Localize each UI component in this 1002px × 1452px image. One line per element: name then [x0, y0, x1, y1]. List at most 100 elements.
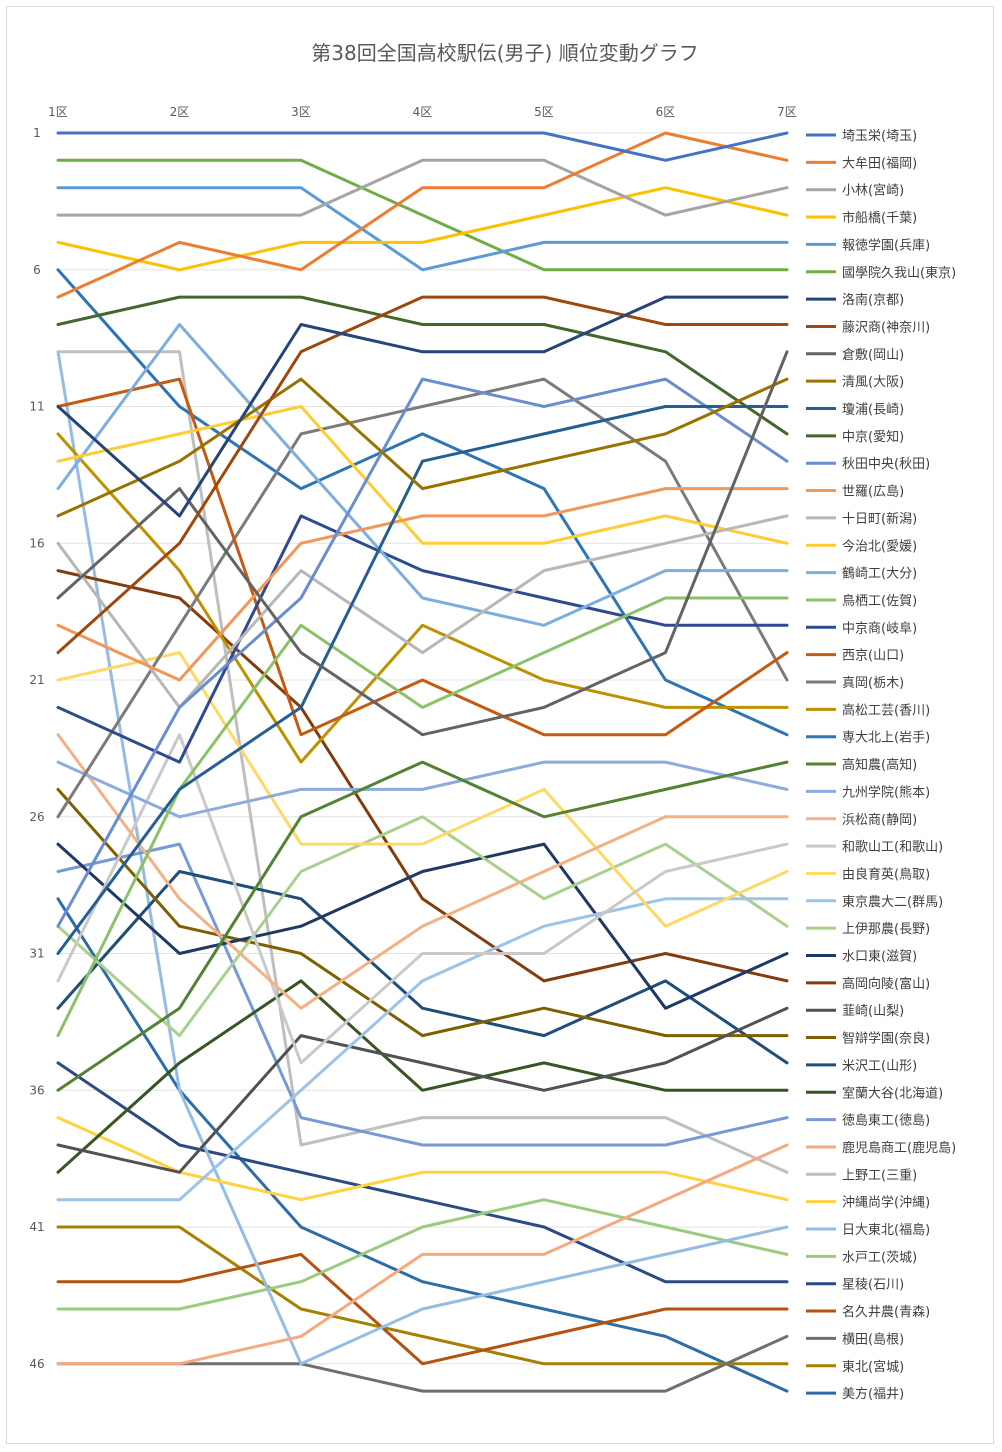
- legend-label: 智辯学園(奈良): [842, 1031, 930, 1047]
- x-tick-label: 2区: [170, 105, 190, 119]
- series-line: [56, 295, 789, 436]
- legend-label: 鶴崎工(大分): [842, 566, 917, 582]
- legend-label: 韮崎(山梨): [842, 1004, 904, 1019]
- series-line: [56, 487, 789, 682]
- legend: 埼玉栄(埼玉) 大牟田(福岡) 小林(宮崎) 市船橋(千葉) 報徳学園(兵庫) 國學院久我…: [806, 129, 956, 1402]
- series-line: [56, 514, 789, 764]
- series-line: [56, 1225, 789, 1366]
- legend-label: 横田(島根): [842, 1332, 904, 1347]
- x-tick-label: 6区: [656, 105, 676, 119]
- legend-label: 報徳学園(兵庫): [842, 237, 930, 253]
- legend-label: 世羅(広島): [842, 485, 904, 500]
- series-lines: [56, 131, 789, 1393]
- series-line: [56, 377, 789, 819]
- y-tick-label: 46: [29, 1357, 44, 1371]
- legend-label: 美方(福井): [842, 1386, 904, 1402]
- legend-label: 小林(宮崎): [842, 183, 904, 199]
- series-line: [56, 350, 789, 737]
- series-line: [56, 432, 789, 764]
- legend-label: 中京商(岐阜): [842, 620, 917, 636]
- legend-label: 真岡(栃木): [842, 676, 904, 691]
- series-line: [56, 815, 789, 1038]
- series-line: [56, 377, 789, 928]
- series-line: [56, 870, 789, 1065]
- series-line: [56, 158, 789, 217]
- legend-label: 上伊那農(長野): [842, 922, 930, 937]
- legend-label: 日大東北(福島): [842, 1222, 930, 1238]
- series-line: [56, 405, 789, 955]
- legend-label: 藤沢商(神奈川): [842, 320, 930, 335]
- series-line: [56, 131, 789, 162]
- x-tick-label: 5区: [534, 105, 554, 119]
- legend-label: 鹿児島商工(鹿児島): [842, 1140, 956, 1156]
- legend-label: 十日町(新潟): [842, 511, 917, 527]
- series-line: [56, 1198, 789, 1311]
- legend-label: 瓊浦(長崎): [842, 403, 904, 418]
- x-tick-label: 4区: [413, 105, 433, 119]
- y-tick-label: 26: [29, 810, 44, 824]
- gridlines: [58, 132, 783, 1365]
- legend-label: 九州学院(熊本): [842, 784, 930, 800]
- legend-label: 専大北上(岩手): [842, 731, 930, 746]
- legend-label: 高松工芸(香川): [842, 702, 930, 718]
- series-line: [56, 295, 789, 655]
- chart-title: 第38回全国高校駅伝(男子) 順位変動グラフ: [311, 41, 698, 65]
- series-line: [56, 186, 789, 272]
- series-line: [56, 760, 789, 819]
- legend-label: 浜松商(静岡): [842, 813, 917, 828]
- legend-label: 上野工(三重): [842, 1167, 917, 1183]
- y-tick-label: 36: [29, 1083, 44, 1097]
- y-tick-label: 1: [33, 126, 41, 140]
- legend-label: 沖縄尚学(沖縄): [842, 1195, 930, 1211]
- legend-label: 大牟田(福岡): [842, 156, 917, 171]
- series-line: [56, 295, 789, 518]
- legend-label: 西京(山口): [842, 649, 904, 664]
- legend-label: 高岡向陵(富山): [842, 976, 930, 992]
- legend-label: 倉敷(岡山): [842, 348, 904, 363]
- series-line: [56, 897, 789, 1202]
- y-tick-label: 21: [29, 673, 44, 687]
- y-tick-label: 6: [33, 263, 41, 277]
- legend-label: 洛南(京都): [842, 292, 904, 308]
- series-line: [56, 131, 789, 299]
- x-tick-label: 3区: [291, 105, 311, 119]
- legend-label: 市船橋(千葉): [842, 210, 917, 226]
- series-line: [56, 733, 789, 1010]
- x-axis-ticks: 1区 2区 3区 4区 5区 6区 7区: [48, 105, 797, 119]
- legend-label: 由良育英(鳥取): [842, 866, 930, 882]
- series-line: [56, 569, 789, 983]
- x-tick-label: 7区: [777, 105, 797, 119]
- legend-label: 今治北(愛媛): [842, 538, 917, 554]
- series-line: [56, 842, 789, 1010]
- series-line: [56, 1143, 789, 1366]
- series-line: [56, 979, 789, 1174]
- y-tick-label: 11: [29, 400, 44, 414]
- series-line: [56, 733, 789, 1065]
- series-line: [56, 405, 789, 545]
- legend-label: 清風(大阪): [842, 375, 904, 390]
- legend-label: 名久井農(青森): [842, 1304, 930, 1320]
- y-tick-label: 31: [29, 947, 44, 961]
- series-line: [56, 158, 789, 272]
- series-line: [56, 1116, 789, 1202]
- legend-label: 星稜(石川): [842, 1278, 904, 1293]
- legend-label: 東京農大二(群馬): [842, 894, 943, 910]
- y-tick-label: 41: [29, 1220, 44, 1234]
- legend-label: 和歌山工(和歌山): [842, 840, 943, 855]
- legend-label: 水口東(滋賀): [842, 949, 917, 965]
- series-line: [56, 651, 789, 928]
- series-line: [56, 350, 789, 1174]
- legend-label: 秋田中央(秋田): [842, 457, 930, 472]
- legend-label: 鳥栖工(佐賀): [842, 594, 917, 609]
- legend-label: 國學院久我山(東京): [842, 265, 956, 281]
- series-line: [56, 1252, 789, 1366]
- legend-label: 高知農(高知): [842, 757, 917, 773]
- series-line: [56, 760, 789, 1092]
- series-line: [56, 323, 789, 627]
- series-line: [56, 1061, 789, 1284]
- legend-label: 東北(宮城): [842, 1359, 904, 1375]
- legend-label: 米沢工(山形): [842, 1059, 917, 1074]
- series-line: [56, 787, 789, 1038]
